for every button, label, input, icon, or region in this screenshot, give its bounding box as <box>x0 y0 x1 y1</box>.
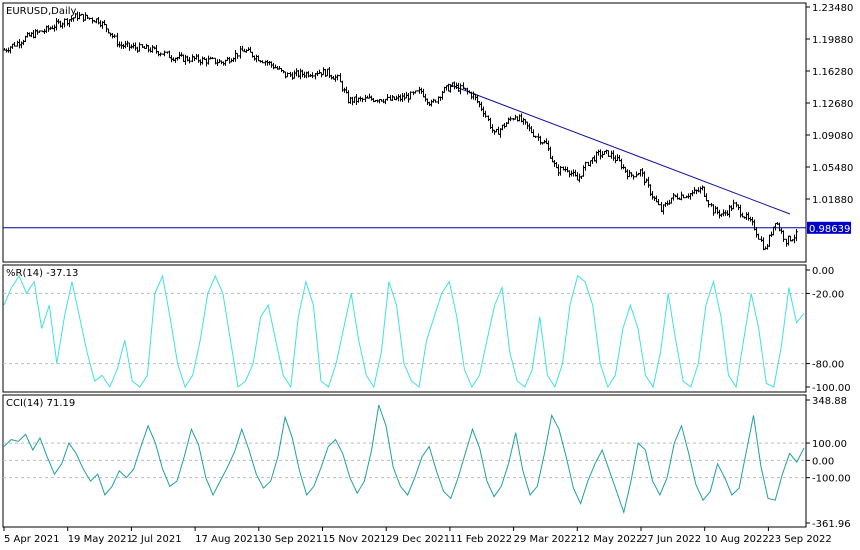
date-label: 2 Jul 2021 <box>131 534 181 545</box>
price-bar <box>113 34 116 38</box>
date-label: 19 May 2021 <box>68 534 133 545</box>
price-bar <box>434 99 437 103</box>
cci-tick-label: 0.00 <box>812 456 834 467</box>
date-label: 5 Apr 2021 <box>4 534 59 545</box>
price-bar <box>38 30 41 33</box>
price-bar <box>409 91 412 100</box>
price-tick-label: 1.16280 <box>812 67 853 78</box>
date-label: 12 May 2022 <box>577 534 642 545</box>
price-bar <box>88 17 91 20</box>
wpr-panel-title: %R(14) -37.13 <box>6 268 78 279</box>
cci-panel[interactable] <box>2 394 807 528</box>
price-tick-label: 1.01880 <box>812 195 853 206</box>
price-bar <box>782 230 785 242</box>
date-label: 27 Jun 2022 <box>641 534 701 545</box>
price-bar <box>707 200 710 208</box>
date-label: 29 Dec 2021 <box>386 534 450 545</box>
price-bar <box>236 52 239 59</box>
price-panel-title: EURUSD,Daily <box>6 6 77 17</box>
price-tick-label: 1.12680 <box>812 99 853 110</box>
price-bar <box>732 199 735 210</box>
cci-panel-title: CCI(14) 71.19 <box>6 398 75 409</box>
price-tick-label: 1.09080 <box>812 131 853 142</box>
cci-tick-label: 100.00 <box>812 439 847 450</box>
price-bar <box>607 150 610 157</box>
date-label: 15 Nov 2021 <box>323 534 387 545</box>
cci-tick-label: -100.00 <box>812 474 851 485</box>
price-bar <box>386 93 389 101</box>
wpr-tick-label: -20.00 <box>812 289 844 300</box>
price-bar <box>632 174 635 180</box>
price-bar <box>286 72 289 78</box>
cci-tick-label: -361.96 <box>812 519 851 530</box>
current-price-badge <box>807 221 851 234</box>
price-bar <box>261 60 264 64</box>
price-bar <box>311 72 314 79</box>
wpr-tick-label: -80.00 <box>812 360 844 371</box>
price-bar <box>361 97 364 103</box>
price-bar <box>163 50 166 57</box>
price-bar <box>211 57 214 60</box>
price-bar <box>559 166 562 176</box>
price-bar <box>509 116 512 122</box>
price-bar <box>682 194 685 199</box>
price-bar <box>138 42 141 52</box>
price-bar <box>336 74 339 81</box>
wpr-tick-label: -100.00 <box>812 383 851 394</box>
price-bar <box>534 135 537 138</box>
price-bar <box>584 161 587 171</box>
cci-tick-label: 348.88 <box>812 396 847 407</box>
price-tick-label: 1.23480 <box>812 3 853 14</box>
price-bar <box>657 199 660 206</box>
price-panel[interactable] <box>2 2 807 263</box>
date-label: 30 Sep 2021 <box>259 534 322 545</box>
cci-line <box>3 404 805 515</box>
price-bar <box>13 41 16 47</box>
price-bar <box>484 110 487 118</box>
date-label: 10 Aug 2022 <box>705 534 769 545</box>
price-bar <box>757 233 760 240</box>
price-bar <box>795 229 798 242</box>
current-price-label: 0.98639 <box>809 224 850 235</box>
price-bar <box>63 18 66 28</box>
date-label: 23 Sep 2022 <box>768 534 831 545</box>
wpr-panel[interactable] <box>2 264 807 393</box>
date-label: 11 Feb 2022 <box>450 534 512 545</box>
date-label: 17 Aug 2021 <box>195 534 259 545</box>
wpr-tick-label: 0.00 <box>812 266 834 277</box>
trendline <box>447 83 791 215</box>
price-tick-label: 1.05480 <box>812 163 853 174</box>
date-label: 29 Mar 2022 <box>514 534 577 545</box>
price-bar <box>459 83 462 95</box>
price-bar <box>188 56 191 64</box>
price-tick-label: 1.19880 <box>812 35 853 46</box>
